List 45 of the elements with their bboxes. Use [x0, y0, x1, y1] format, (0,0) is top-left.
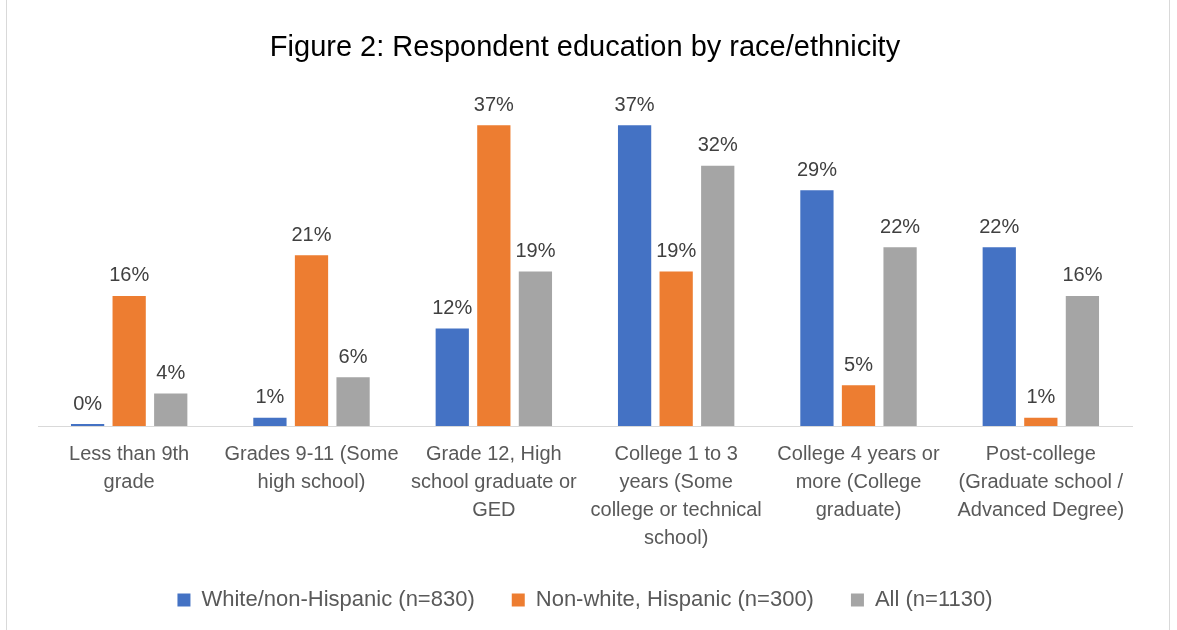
legend-label: All (n=1130)	[874, 586, 993, 612]
data-label: 16%	[109, 263, 150, 286]
bar	[617, 125, 652, 426]
data-label: 0%	[73, 391, 103, 414]
data-label: 12%	[432, 295, 473, 318]
bar	[154, 393, 188, 426]
bar	[477, 125, 511, 426]
x-tick-label: Grades 9-11 (Some high school)	[224, 441, 399, 492]
data-label: 22%	[979, 214, 1020, 237]
data-label: 1%	[1026, 385, 1056, 408]
bar	[1065, 295, 1100, 426]
x-tick-label: Post-college (Graduate school / Advanced Degree)	[957, 441, 1125, 520]
bar	[112, 295, 146, 426]
data-label: 19%	[515, 239, 556, 262]
bar	[701, 165, 735, 426]
data-label: 16%	[1062, 263, 1103, 286]
bar	[883, 247, 917, 426]
data-label: 5%	[844, 352, 874, 375]
bar	[800, 190, 834, 426]
data-label: 22%	[880, 214, 921, 237]
legend-label: Non-white, Hispanic (n=300)	[535, 586, 814, 612]
data-label: 6%	[338, 344, 368, 367]
bar	[294, 255, 329, 426]
legend-label: White/non-Hispanic (n=830)	[201, 586, 475, 612]
data-label: 29%	[796, 157, 838, 180]
bar	[253, 417, 287, 426]
x-tick-label: College 4 years or more (College graduate)	[777, 441, 940, 520]
bar	[841, 385, 876, 426]
chart-title: Figure 2: Respondent education by race/ethnicity	[269, 30, 901, 63]
bar	[518, 271, 553, 426]
data-label: 21%	[291, 222, 332, 245]
data-label: 32%	[697, 133, 738, 156]
bar	[1024, 417, 1058, 426]
x-tick-label: Grade 12, High school graduate or GED	[411, 441, 577, 520]
data-label: 19%	[656, 239, 697, 262]
bar	[435, 328, 469, 426]
bar	[982, 247, 1016, 426]
x-tick-label: College 1 to 3 years (Some college or technical school)	[590, 441, 762, 548]
bar	[659, 271, 693, 426]
data-label: 37%	[614, 92, 655, 115]
x-tick-label: Less than 9th grade	[69, 441, 190, 492]
data-label: 37%	[473, 92, 515, 115]
bar	[336, 377, 370, 426]
data-label: 4%	[156, 361, 186, 383]
data-label: 1%	[255, 385, 285, 408]
